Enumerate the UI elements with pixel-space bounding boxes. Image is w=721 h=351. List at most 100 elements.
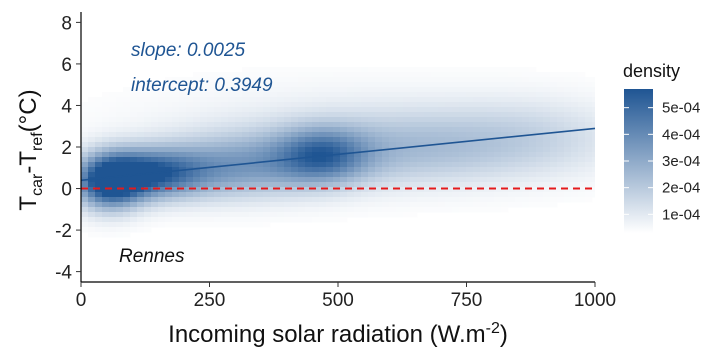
density-cell — [347, 67, 355, 73]
density-cell — [403, 157, 411, 163]
density-cell — [193, 147, 201, 153]
density-cell — [417, 82, 425, 88]
density-cell — [312, 192, 320, 198]
density-cell — [263, 157, 271, 163]
density-cell — [466, 82, 474, 88]
density-cell — [228, 172, 236, 178]
density-cell — [438, 122, 446, 128]
density-cell — [151, 132, 159, 138]
density-cell — [249, 127, 257, 133]
density-cell — [515, 97, 523, 103]
density-cell — [480, 152, 488, 158]
density-cell — [501, 202, 509, 208]
density-cell — [522, 67, 530, 73]
density-cell — [116, 162, 124, 168]
density-cell — [116, 112, 124, 118]
density-cell — [487, 202, 495, 208]
density-cell — [501, 87, 509, 93]
density-cell — [193, 162, 201, 168]
density-cell — [263, 82, 271, 88]
density-cell — [284, 142, 292, 148]
density-cell — [242, 72, 250, 78]
density-cell — [368, 127, 376, 133]
density-cell — [172, 167, 180, 173]
density-cell — [277, 117, 285, 123]
density-cell — [557, 177, 565, 183]
density-cell — [592, 162, 595, 168]
density-cell — [95, 217, 103, 223]
density-cell — [158, 207, 166, 213]
density-cell — [564, 167, 572, 173]
density-cell — [438, 202, 446, 208]
density-cell — [256, 77, 264, 83]
density-cell — [137, 227, 145, 233]
density-cell — [438, 162, 446, 168]
density-cell — [585, 152, 593, 158]
density-cell — [403, 87, 411, 93]
density-cell — [193, 192, 201, 198]
density-cell — [480, 87, 488, 93]
density-cell — [109, 217, 117, 223]
density-cell — [200, 222, 208, 228]
density-cell — [375, 212, 383, 218]
density-cell — [151, 127, 159, 133]
density-cell — [543, 102, 551, 108]
density-cell — [270, 177, 278, 183]
density-cell — [333, 217, 341, 223]
density-cell — [424, 157, 432, 163]
density-cell — [410, 167, 418, 173]
density-cell — [277, 107, 285, 113]
density-cell — [452, 197, 460, 203]
density-cell — [284, 112, 292, 118]
density-cell — [473, 112, 481, 118]
density-cell — [571, 107, 579, 113]
density-cell — [151, 202, 159, 208]
density-cell — [508, 117, 516, 123]
density-cell — [270, 162, 278, 168]
density-cell — [179, 202, 187, 208]
density-cell — [235, 222, 243, 228]
density-cell — [368, 157, 376, 163]
density-cell — [130, 147, 138, 153]
density-cell — [123, 117, 131, 123]
density-cell — [375, 67, 383, 73]
density-cell — [571, 157, 579, 163]
density-cell — [256, 177, 264, 183]
density-cell — [543, 172, 551, 178]
density-cell — [291, 122, 299, 128]
density-cell — [410, 122, 418, 128]
density-cell — [109, 202, 117, 208]
density-cell — [151, 162, 159, 168]
density-cell — [102, 152, 110, 158]
density-cell — [165, 167, 173, 173]
density-cell — [410, 152, 418, 158]
density-cell — [508, 72, 516, 78]
density-cell — [494, 82, 502, 88]
density-cell — [263, 217, 271, 223]
density-cell — [396, 202, 404, 208]
density-cell — [333, 97, 341, 103]
density-cell — [431, 107, 439, 113]
density-cell — [256, 207, 264, 213]
density-cell — [242, 77, 250, 83]
density-cell — [158, 117, 166, 123]
density-cell — [123, 112, 131, 118]
density-cell — [193, 197, 201, 203]
density-cell — [333, 162, 341, 168]
density-cell — [375, 97, 383, 103]
density-cell — [382, 102, 390, 108]
density-cell — [326, 172, 334, 178]
density-cell — [417, 77, 425, 83]
density-cell — [361, 102, 369, 108]
density-cell — [571, 117, 579, 123]
density-cell — [361, 207, 369, 213]
density-cell — [116, 167, 124, 173]
density-cell — [487, 77, 495, 83]
density-cell — [95, 157, 103, 163]
density-cell — [277, 212, 285, 218]
density-cell — [256, 82, 264, 88]
density-cell — [151, 182, 159, 188]
density-cell — [305, 172, 313, 178]
density-cell — [270, 207, 278, 213]
density-cell — [214, 222, 222, 228]
